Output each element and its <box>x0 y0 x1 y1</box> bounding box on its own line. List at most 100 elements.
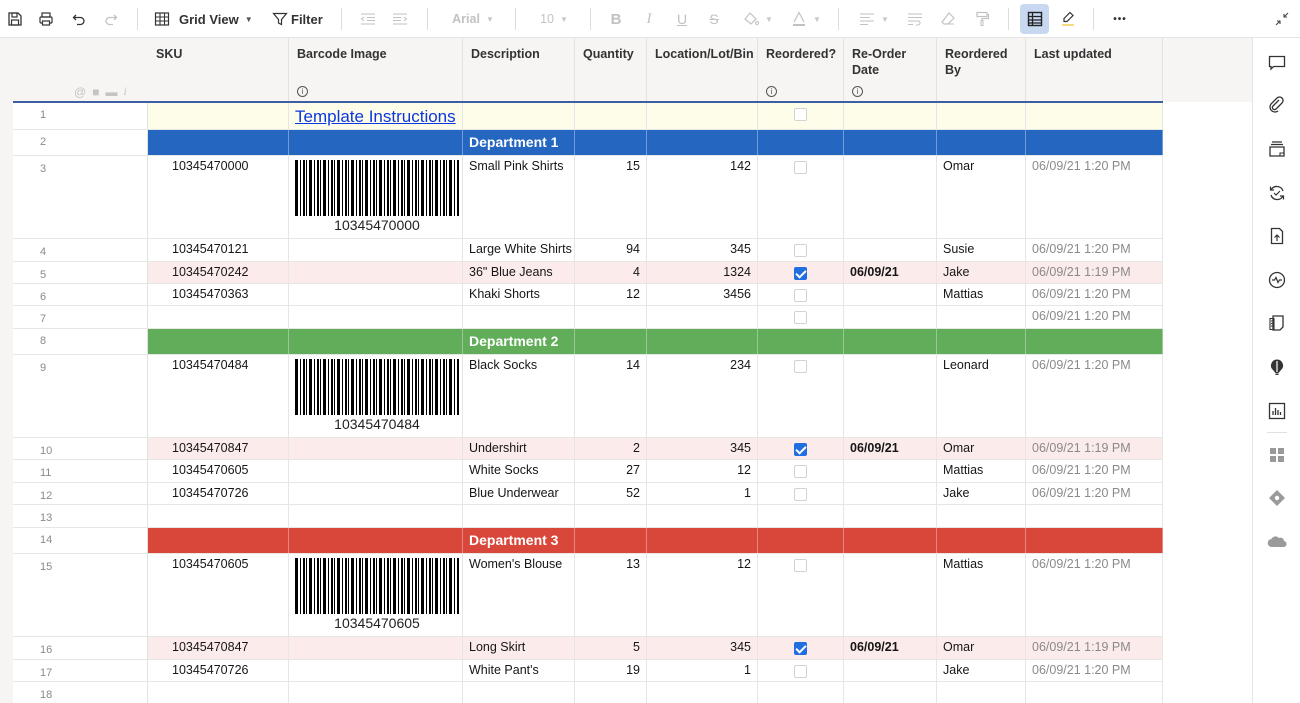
cell-sku[interactable]: 10345470605 <box>148 460 289 482</box>
cell-description[interactable] <box>463 103 575 129</box>
row-number[interactable]: 6 <box>13 284 148 305</box>
cell-reordered-by[interactable] <box>937 103 1026 129</box>
cell-last-updated[interactable]: 06/09/21 1:20 PM <box>1026 156 1163 238</box>
publish-button[interactable] <box>1265 224 1289 248</box>
cell-reordered-by[interactable]: Jake <box>937 483 1026 504</box>
italic-button[interactable]: I <box>640 0 658 38</box>
table-row[interactable]: 11 10345470605 White Socks 27 12 Mattias 06/09… <box>13 460 1163 483</box>
cell-reordered-by[interactable]: Jake <box>937 660 1026 681</box>
cell-description[interactable]: Undershirt <box>463 438 575 459</box>
cell-reorder-date[interactable] <box>844 554 937 636</box>
cell-sku[interactable] <box>148 528 289 553</box>
cell-reordered[interactable] <box>758 505 844 527</box>
table-row[interactable]: 5 10345470242 36" Blue Jeans 4 1324 06/09/21 J… <box>13 262 1163 284</box>
cell-reorder-date[interactable] <box>844 284 937 305</box>
cell-reorder-date[interactable] <box>844 130 937 155</box>
reordered-checkbox[interactable] <box>794 642 807 655</box>
department-header-row[interactable]: 14 Department 3 <box>13 528 1163 554</box>
cell-reordered-by[interactable]: Leonard <box>937 355 1026 437</box>
cell-reorder-date[interactable] <box>844 355 937 437</box>
table-row[interactable]: 4 10345470121 Large White Shirts 94 345 Susie… <box>13 239 1163 262</box>
template-instructions-link[interactable]: Template Instructions <box>295 107 456 126</box>
cell-last-updated[interactable]: 06/09/21 1:20 PM <box>1026 284 1163 305</box>
cell-last-updated[interactable]: 06/09/21 1:20 PM <box>1026 460 1163 482</box>
table-row[interactable]: 12 10345470726 Blue Underwear 52 1 Jake 06/09/… <box>13 483 1163 505</box>
cell-quantity[interactable] <box>575 103 647 129</box>
cell-sku[interactable] <box>148 306 289 328</box>
undo-button[interactable] <box>68 0 90 38</box>
barcode-image[interactable]: 10345470484 <box>295 359 459 432</box>
column-header-reorder-date[interactable]: Re-Order Date i <box>844 38 937 102</box>
cell-reordered[interactable] <box>758 483 844 504</box>
cell-quantity[interactable] <box>575 505 647 527</box>
redo-button[interactable] <box>100 0 122 38</box>
cell-reorder-date[interactable]: 06/09/21 <box>844 262 937 283</box>
cell-quantity[interactable]: 12 <box>575 284 647 305</box>
format-painter-button[interactable] <box>972 0 992 38</box>
cell-barcode[interactable] <box>289 130 463 155</box>
row-number[interactable]: 14 <box>13 528 148 553</box>
cell-reordered[interactable] <box>758 329 844 354</box>
cell-description[interactable]: Black Socks <box>463 355 575 437</box>
cell-location[interactable] <box>647 329 758 354</box>
row-number[interactable]: 3 <box>13 156 148 238</box>
cell-barcode[interactable] <box>289 239 463 261</box>
cell-last-updated[interactable] <box>1026 130 1163 155</box>
reordered-checkbox[interactable] <box>794 465 807 478</box>
salesforce-connector-button[interactable] <box>1265 530 1289 554</box>
cell-description[interactable]: Large White Shirts <box>463 239 575 261</box>
column-header-barcode[interactable]: Barcode Image i <box>289 38 463 102</box>
cell-reordered-by[interactable]: Omar <box>937 637 1026 659</box>
cell-sku[interactable]: 10345470363 <box>148 284 289 305</box>
cell-barcode[interactable] <box>289 660 463 681</box>
cell-quantity[interactable]: 4 <box>575 262 647 283</box>
barcode-image[interactable]: 10345470000 <box>295 160 459 233</box>
cell-sku[interactable] <box>148 130 289 155</box>
wrap-text-button[interactable] <box>905 0 925 38</box>
reordered-checkbox[interactable] <box>794 244 807 257</box>
cell-reorder-date[interactable] <box>844 460 937 482</box>
cell-description[interactable]: Department 2 <box>463 329 575 354</box>
cell-reordered[interactable] <box>758 156 844 238</box>
cell-reordered-by[interactable] <box>937 130 1026 155</box>
row-number[interactable]: 2 <box>13 130 148 155</box>
print-button[interactable] <box>35 0 57 38</box>
cell-quantity[interactable]: 13 <box>575 554 647 636</box>
cell-barcode[interactable] <box>289 483 463 504</box>
column-header-location[interactable]: Location/Lot/Bin <box>647 38 758 102</box>
comments-button[interactable] <box>1265 51 1289 75</box>
apps-button[interactable] <box>1265 443 1289 467</box>
table-row[interactable]: 16 10345470847 Long Skirt 5 345 06/09/21 Omar 0… <box>13 637 1163 660</box>
cell-description[interactable]: Long Skirt <box>463 637 575 659</box>
reordered-checkbox[interactable] <box>794 108 807 121</box>
table-row[interactable]: 10 10345470847 Undershirt 2 345 06/09/21 Omar 0… <box>13 438 1163 460</box>
row-number[interactable]: 15 <box>13 554 148 636</box>
reordered-checkbox[interactable] <box>794 488 807 501</box>
cell-reordered-by[interactable] <box>937 329 1026 354</box>
cell-quantity[interactable]: 2 <box>575 438 647 459</box>
cell-location[interactable]: 345 <box>647 637 758 659</box>
cell-sku[interactable]: 10345470121 <box>148 239 289 261</box>
highlight-changes-button[interactable] <box>1058 0 1078 38</box>
cell-location[interactable] <box>647 505 758 527</box>
cell-last-updated[interactable]: 06/09/21 1:20 PM <box>1026 483 1163 504</box>
cell-location[interactable]: 3456 <box>647 284 758 305</box>
cell-sku[interactable]: 10345470484 <box>148 355 289 437</box>
table-row[interactable]: 15 10345470605 10345470605 Women's Blouse 13… <box>13 554 1163 637</box>
row-number[interactable]: 17 <box>13 660 148 681</box>
bold-button[interactable]: B <box>607 0 625 38</box>
cell-sku[interactable]: 10345470847 <box>148 438 289 459</box>
cell-description[interactable] <box>463 682 575 703</box>
cell-reordered[interactable] <box>758 284 844 305</box>
font-family-select[interactable]: Arial ▼ <box>448 0 498 38</box>
cell-reorder-date[interactable] <box>844 660 937 681</box>
row-number[interactable]: 12 <box>13 483 148 504</box>
cell-last-updated[interactable]: 06/09/21 1:20 PM <box>1026 355 1163 437</box>
cell-quantity[interactable]: 15 <box>575 156 647 238</box>
cell-description[interactable] <box>463 505 575 527</box>
cell-last-updated[interactable]: 06/09/21 1:19 PM <box>1026 262 1163 283</box>
fill-color-button[interactable]: ▼ <box>739 0 777 38</box>
cell-reordered[interactable] <box>758 554 844 636</box>
cell-last-updated[interactable] <box>1026 329 1163 354</box>
row-number[interactable]: 5 <box>13 262 148 283</box>
